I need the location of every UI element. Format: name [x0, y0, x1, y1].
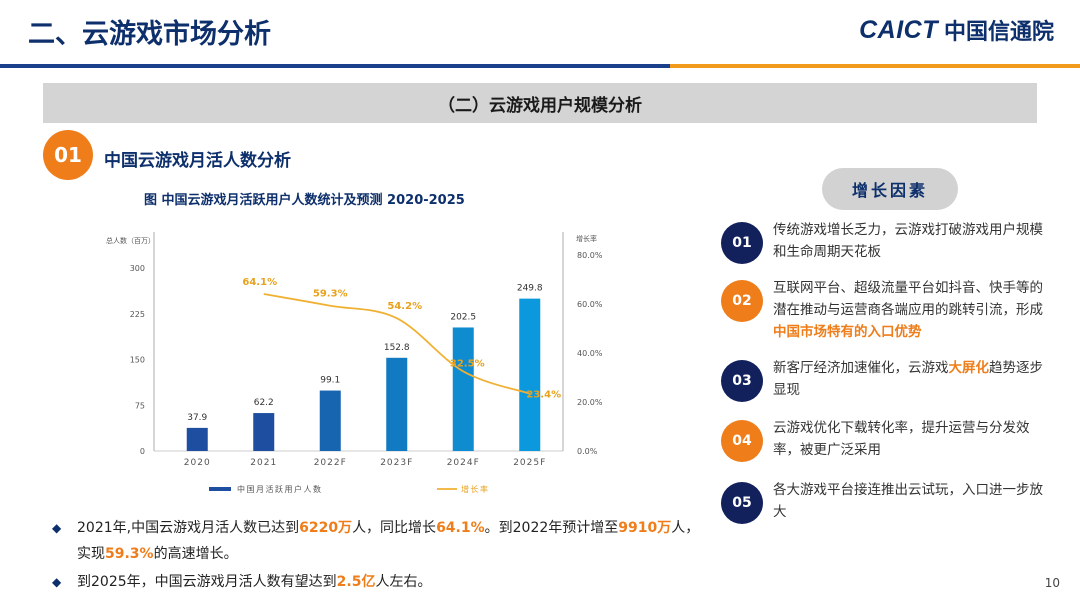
- y-tick-label: 75: [135, 401, 145, 410]
- bar-value-label: 99.1: [320, 376, 340, 386]
- chart-bar: [452, 327, 474, 451]
- page-title: 二、云游戏市场分析: [28, 19, 271, 50]
- summary-bullet: ◆ 2021年,中国云游戏月活人数已达到6220万人，同比增长64.1%。到20…: [52, 515, 712, 567]
- chart-bar: [186, 427, 208, 451]
- caict-logo: CAICT 中国信通院: [859, 14, 1054, 46]
- factor-number-badge: 02: [721, 280, 763, 322]
- section-title: （二）云游戏用户规模分析: [43, 83, 1037, 123]
- summary-bullet: ◆ 到2025年，中国云游戏月活人数有望达到2.5亿人左右。: [52, 569, 712, 595]
- chart-bar: [386, 357, 408, 451]
- chart-bar: [519, 298, 541, 451]
- subsection-number-badge: 01: [43, 130, 93, 180]
- y-tick-label: 0: [140, 447, 145, 456]
- factor-number-badge: 01: [721, 222, 763, 264]
- growth-rate-label: 32.5%: [450, 358, 485, 369]
- y2-tick-label: 20.0%: [577, 398, 603, 407]
- user-growth-chart: 总人数（百万） 增长率 0 75 150 225 300 0.0% 20.0% 40.0% 60.0…: [106, 232, 603, 494]
- logo-text-en: CAICT: [859, 15, 938, 44]
- logo-text-cn: 中国信通院: [943, 20, 1054, 45]
- y2-tick-label: 60.0%: [577, 300, 603, 309]
- bar-value-label: 152.8: [384, 343, 410, 353]
- growth-rate-line: [263, 293, 531, 395]
- factor-number-badge: 05: [721, 482, 763, 524]
- growth-factors-title: 增长因素: [822, 168, 958, 210]
- factor-number-badge: 04: [721, 420, 763, 462]
- y2-tick-label: 80.0%: [577, 251, 603, 260]
- page-number: 10: [1044, 576, 1060, 590]
- bar-value-label: 249.8: [517, 284, 543, 294]
- bullet-text: 2021年,中国云游戏月活人数已达到6220万人，同比增长64.1%。到2022…: [77, 520, 700, 562]
- x-tick-label: 2022F: [314, 458, 347, 468]
- header-divider-orange: [670, 64, 1080, 68]
- diamond-bullet-icon: ◆: [52, 575, 62, 589]
- chart-bar: [253, 413, 275, 451]
- y-tick-label: 225: [130, 310, 145, 319]
- x-tick-label: 2023F: [380, 458, 413, 468]
- subsection-title: 中国云游戏月活人数分析: [104, 151, 291, 171]
- y2-tick-label: 0.0%: [577, 447, 598, 456]
- diamond-bullet-icon: ◆: [52, 521, 62, 535]
- x-tick-label: 2020: [184, 458, 211, 468]
- y2-axis-title: 增长率: [576, 234, 597, 243]
- y-tick-label: 300: [130, 264, 145, 273]
- bar-value-label: 37.9: [187, 413, 207, 423]
- factor-number-badge: 03: [721, 360, 763, 402]
- legend-bar-swatch: [209, 487, 231, 491]
- header-divider-blue: [0, 64, 1080, 68]
- factor-text: 各大游戏平台接连推出云试玩，入口进一步放大: [773, 482, 1043, 520]
- x-tick-label: 2024F: [447, 458, 480, 468]
- factor-text: 互联网平台、超级流量平台如抖音、快手等的潜在推动与运营商各端应用的跳转引流，形成…: [773, 280, 1043, 340]
- growth-rate-label: 64.1%: [242, 277, 277, 288]
- chart-caption: 图 中国云游戏月活跃用户人数统计及预测 2020-2025: [144, 193, 465, 208]
- x-tick-label: 2025F: [513, 458, 546, 468]
- chart-bar: [319, 390, 341, 451]
- growth-rate-label: 23.4%: [526, 390, 561, 401]
- y-axis-title: 总人数（百万）: [106, 236, 155, 245]
- y2-tick-label: 40.0%: [577, 349, 603, 358]
- legend-bar-label: 中国月活跃用户人数: [237, 484, 323, 494]
- growth-rate-label: 54.2%: [387, 301, 422, 312]
- x-tick-label: 2021: [250, 458, 277, 468]
- y-tick-label: 150: [130, 356, 145, 365]
- bar-value-label: 202.5: [450, 312, 476, 322]
- growth-rate-label: 59.3%: [313, 289, 348, 300]
- bullet-text: 到2025年，中国云游戏月活人数有望达到2.5亿人左右。: [77, 574, 432, 590]
- factor-text: 新客厅经济加速催化，云游戏大屏化趋势逐步显现: [773, 360, 1043, 398]
- legend-line-label: 增长率: [461, 484, 490, 494]
- factor-text: 传统游戏增长乏力，云游戏打破游戏用户规模和生命周期天花板: [773, 222, 1043, 260]
- factor-text: 云游戏优化下载转化率，提升运营与分发效率，被更广泛采用: [773, 420, 1030, 458]
- bar-value-label: 62.2: [254, 398, 274, 408]
